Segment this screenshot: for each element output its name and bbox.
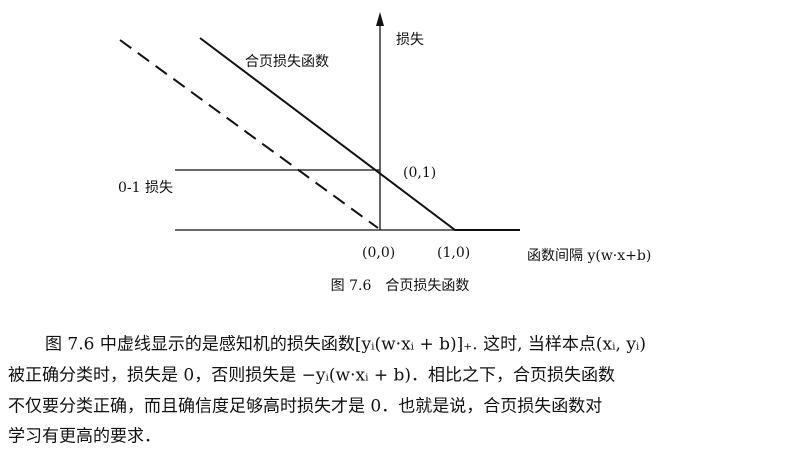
figure-caption: 图 7.6 合页损失函数 bbox=[331, 278, 470, 294]
paragraph-line: 不仅要分类正确，而且确信度足够高时损失才是 0．也就是说，合页损失函数对 bbox=[8, 397, 602, 417]
y-axis-label: 损失 bbox=[396, 32, 424, 48]
zero-one-label: 0-1 损失 bbox=[118, 180, 173, 196]
diagram bbox=[119, 12, 520, 231]
paragraph-line: 图 7.6 中虚线显示的是感知机的损失函数[yᵢ(w·xᵢ + b)]₊. 这时… bbox=[45, 335, 646, 355]
perceptron-loss-dashed bbox=[119, 39, 379, 229]
paragraph-line: 被正确分类时，损失是 0，否则损失是 −yᵢ(w·xᵢ + b)．相比之下，合页… bbox=[8, 366, 615, 386]
point-label: (1,0) bbox=[437, 245, 470, 261]
paragraph-line: 学习有更高的要求． bbox=[8, 427, 161, 447]
hinge-loss-line bbox=[199, 37, 520, 231]
y-axis-arrow bbox=[376, 12, 384, 26]
hinge-label: 合页损失函数 bbox=[245, 54, 329, 70]
point-label: (0,0) bbox=[362, 245, 395, 261]
x-axis-label: 函数间隔 y(w·x+b) bbox=[527, 248, 651, 264]
point-label: (0,1) bbox=[403, 165, 436, 181]
